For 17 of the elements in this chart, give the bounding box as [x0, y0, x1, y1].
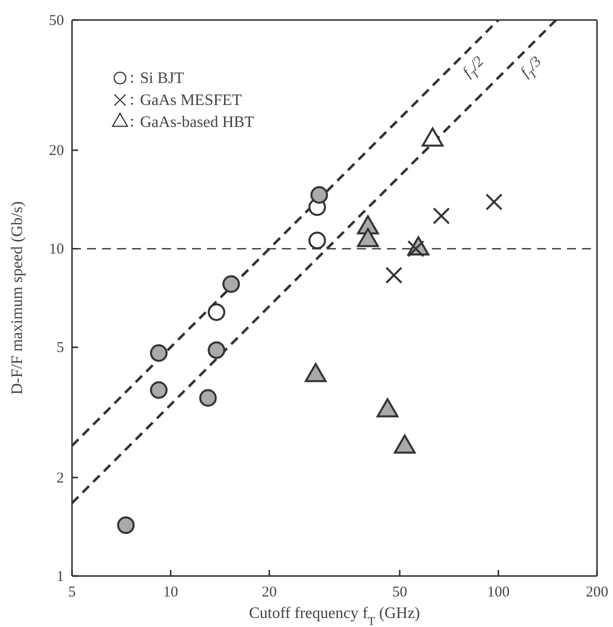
x-tick-label: 200	[586, 584, 608, 601]
y-tick-label: 2	[56, 470, 64, 486]
y-axis-title: D-F/F maximum speed (Gb/s)	[9, 201, 26, 395]
x-tick-label: 100	[487, 584, 510, 601]
x-axis-title: Cutoff frequency f$_{T}$ (GHz)	[249, 605, 420, 627]
y-tick-label: 20	[49, 143, 64, 160]
x-tick-label: 50	[392, 584, 408, 601]
y-tick-label: 1	[56, 568, 64, 585]
legend-label: GaAs MESFET	[140, 92, 242, 109]
legend-label: Si BJT	[140, 70, 184, 87]
y-tick-label: 5	[56, 340, 64, 356]
y-tick-label: 10	[49, 242, 64, 258]
y-tick-label: 50	[49, 12, 64, 29]
x-tick-label: 5	[68, 584, 76, 601]
x-tick-label: 20	[262, 584, 277, 601]
legend-label: GaAs-based HBT	[140, 114, 254, 131]
x-tick-label: 10	[163, 584, 178, 601]
